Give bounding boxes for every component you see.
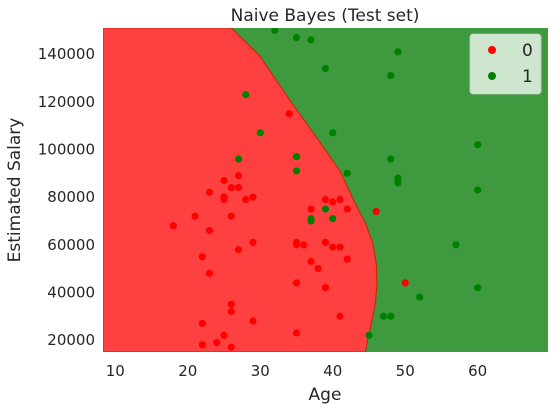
point-class-0	[307, 257, 315, 266]
point-class-1	[394, 48, 402, 56]
point-class-0	[372, 207, 380, 216]
point-class-0	[300, 241, 308, 249]
point-class-1	[321, 205, 330, 213]
point-class-1	[416, 293, 424, 301]
point-class-0	[321, 238, 330, 247]
point-class-0	[227, 300, 235, 308]
point-class-1	[387, 72, 395, 80]
y-tick-label: 120000	[38, 93, 95, 111]
legend-marker-class-1	[488, 72, 496, 80]
point-class-0	[343, 205, 351, 213]
point-class-1	[387, 155, 395, 163]
point-class-0	[213, 338, 221, 347]
point-class-1	[379, 312, 388, 320]
point-class-0	[401, 279, 409, 287]
point-class-0	[336, 243, 344, 251]
point-class-1	[292, 167, 301, 175]
point-class-0	[205, 269, 214, 277]
point-class-0	[249, 317, 257, 325]
point-class-1	[256, 129, 264, 137]
point-class-1	[387, 312, 395, 320]
point-class-0	[336, 312, 344, 320]
point-class-0	[198, 341, 206, 349]
point-class-0	[191, 212, 199, 220]
legend: 0 1	[469, 33, 542, 95]
point-class-0	[285, 110, 293, 118]
point-class-1	[321, 64, 330, 73]
point-class-0	[343, 255, 351, 263]
point-class-0	[227, 212, 235, 220]
point-class-1	[474, 186, 482, 194]
point-class-1	[242, 91, 250, 99]
legend-label-class-0: 0	[522, 41, 533, 61]
point-class-1	[343, 169, 351, 177]
y-tick-label: 140000	[38, 45, 95, 63]
y-tick-label: 40000	[47, 283, 95, 301]
point-class-1	[474, 141, 482, 149]
x-tick-label: 30	[251, 362, 270, 380]
point-class-0	[234, 184, 243, 192]
point-class-1	[329, 214, 337, 223]
x-tick-label: 10	[106, 362, 125, 380]
point-class-1	[452, 241, 460, 249]
point-class-1	[365, 331, 373, 339]
y-axis: 20000 40000 60000 80000 100000 120000 140000	[38, 45, 95, 349]
y-tick-label: 80000	[47, 188, 95, 206]
point-class-0	[321, 284, 330, 292]
x-tick-label: 60	[468, 362, 487, 380]
chart-title: Naive Bayes (Test set)	[231, 6, 420, 26]
point-class-0	[292, 329, 301, 337]
point-class-0	[169, 222, 177, 230]
point-class-0	[220, 176, 228, 185]
point-class-0	[292, 241, 301, 249]
point-class-0	[205, 226, 214, 235]
point-class-0	[227, 184, 235, 192]
x-axis-label: Age	[309, 385, 342, 405]
point-class-0	[198, 253, 206, 261]
x-tick-label: 20	[178, 362, 197, 380]
x-tick-label: 50	[396, 362, 415, 380]
point-class-0	[292, 279, 301, 287]
point-class-1	[329, 129, 337, 137]
legend-box	[469, 33, 542, 95]
point-class-0	[336, 195, 344, 204]
point-class-1	[271, 28, 279, 34]
point-class-0	[198, 319, 206, 328]
point-class-1	[234, 155, 243, 163]
point-class-0	[220, 331, 228, 339]
point-class-0	[220, 195, 228, 204]
legend-label-class-1: 1	[522, 67, 533, 87]
point-class-0	[234, 172, 243, 180]
x-tick-label: 40	[323, 362, 342, 380]
point-class-0	[227, 307, 235, 316]
y-tick-label: 100000	[38, 141, 95, 159]
point-class-0	[321, 195, 330, 204]
point-class-1	[292, 33, 301, 42]
point-class-0	[242, 195, 250, 204]
point-class-0	[227, 343, 235, 351]
point-class-1	[292, 153, 301, 161]
point-class-0	[249, 238, 257, 247]
point-class-1	[394, 179, 402, 187]
point-class-0	[249, 193, 257, 201]
scatter-points	[169, 28, 482, 351]
point-class-1	[307, 217, 315, 225]
point-class-0	[205, 188, 214, 196]
y-tick-label: 20000	[47, 331, 95, 349]
point-class-0	[329, 243, 337, 251]
point-class-0	[329, 198, 337, 206]
legend-marker-class-0	[488, 46, 496, 54]
point-class-1	[474, 284, 482, 292]
x-axis: 10 20 30 40 50 60	[106, 362, 487, 380]
y-tick-label: 60000	[47, 236, 95, 254]
point-class-0	[234, 245, 243, 254]
y-axis-label: Estimated Salary	[5, 118, 25, 263]
point-class-0	[314, 265, 322, 273]
point-class-1	[307, 36, 315, 44]
point-class-0	[307, 205, 315, 213]
